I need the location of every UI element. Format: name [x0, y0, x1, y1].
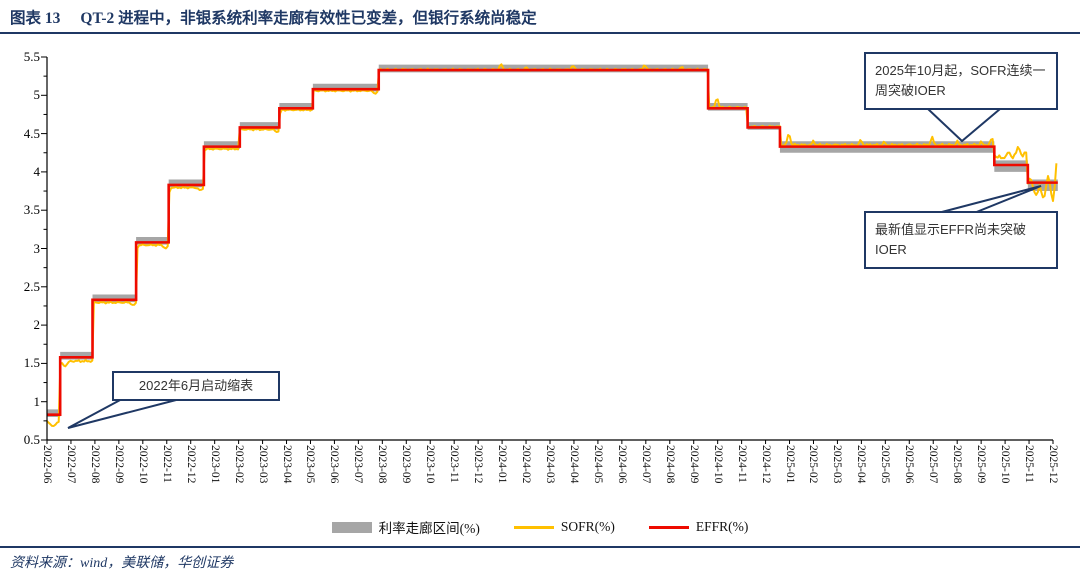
y-tick-label: 4.5 — [23, 125, 40, 141]
x-tick-label: 2024-11 — [735, 445, 748, 483]
x-tick-label: 2025-06 — [903, 445, 916, 484]
x-tick-label: 2023-09 — [400, 445, 413, 484]
x-tick-label: 2022-06 — [41, 445, 53, 484]
x-tick-label: 2022-12 — [184, 445, 197, 484]
chart-legend: 利率走廊区间(%) SOFR(%) EFFR(%) — [0, 517, 1080, 537]
x-tick-label: 2024-03 — [544, 445, 556, 484]
x-tick-label: 2025-05 — [879, 445, 892, 484]
legend-label-corridor: 利率走廊区间(%) — [378, 521, 480, 536]
y-tick-label: 5.5 — [23, 49, 40, 64]
title-divider — [0, 32, 1080, 34]
corridor-band-swatch — [331, 521, 372, 533]
x-tick-label: 2025-09 — [975, 445, 988, 484]
y-tick-label: 2 — [33, 317, 41, 333]
x-tick-label: 2024-02 — [520, 445, 533, 484]
x-tick-label: 2024-10 — [711, 445, 724, 484]
callout-pointer-sofr-break — [925, 108, 1003, 143]
x-tick-label: 2023-06 — [328, 445, 341, 484]
x-tick-label: 2023-08 — [376, 445, 389, 484]
figure-title: QT-2 进程中，非银系统利率走廊有效性已变差，但银行系统尚稳定 — [80, 10, 537, 27]
x-tick-label: 2025-03 — [831, 445, 844, 484]
x-tick-label: 2023-11 — [448, 445, 461, 483]
callout-pointer-qt-start — [67, 398, 181, 429]
x-tick-label: 2025-12 — [1047, 445, 1059, 484]
x-tick-label: 2025-08 — [951, 445, 964, 484]
x-tick-label: 2025-04 — [855, 445, 868, 484]
source-note: 资料来源：wind，美联储，华创证券 — [10, 556, 234, 571]
figure-label: 图表 13 — [10, 10, 61, 27]
y-tick-label: 1 — [33, 393, 41, 409]
x-tick-label: 2023-03 — [256, 445, 269, 484]
x-tick-label: 2023-10 — [424, 445, 437, 484]
x-tick-label: 2022-08 — [88, 445, 101, 484]
effr-line-swatch — [648, 525, 689, 529]
x-tick-label: 2024-09 — [687, 445, 700, 484]
x-tick-label: 2025-07 — [927, 445, 940, 484]
y-tick-label: 0.5 — [23, 432, 40, 447]
legend-label-effr: EFFR(%) — [695, 519, 749, 534]
callout-sofr-break: 2025年10月起，SOFR连续一周突破IOER — [864, 52, 1058, 110]
x-tick-label: 2023-02 — [232, 445, 245, 484]
page-title: 图表 13 QT-2 进程中，非银系统利率走廊有效性已变差，但银行系统尚稳定 — [10, 6, 537, 28]
x-tick-label: 2024-04 — [567, 445, 580, 484]
x-tick-label: 2025-01 — [783, 445, 796, 484]
sofr-line-swatch — [513, 525, 554, 529]
x-tick-label: 2023-07 — [352, 445, 365, 484]
x-tick-label: 2024-06 — [615, 445, 628, 484]
y-tick-label: 3.5 — [23, 202, 40, 218]
x-tick-label: 2022-11 — [160, 445, 173, 483]
y-tick-label: 4 — [33, 163, 41, 179]
x-tick-label: 2022-10 — [136, 445, 149, 484]
y-tick-label: 1.5 — [23, 355, 40, 371]
x-tick-label: 2023-01 — [208, 445, 221, 484]
y-tick-label: 3 — [33, 240, 41, 256]
x-tick-label: 2022-09 — [112, 445, 125, 484]
legend-item-corridor: 利率走廊区间(%) — [331, 517, 480, 537]
x-tick-label: 2024-01 — [496, 445, 509, 484]
x-tick-label: 2025-02 — [807, 445, 820, 484]
callout-effr-hold: 最新值显示EFFR尚未突破IOER — [864, 211, 1058, 269]
x-tick-label: 2024-12 — [759, 445, 772, 484]
x-tick-label: 2025-11 — [1023, 445, 1036, 483]
legend-item-sofr: SOFR(%) — [513, 519, 615, 535]
x-tick-label: 2023-05 — [304, 445, 317, 484]
x-tick-label: 2024-07 — [639, 445, 652, 484]
legend-item-effr: EFFR(%) — [648, 519, 749, 535]
y-tick-label: 2.5 — [23, 278, 40, 294]
callout-pointer-effr-hold — [937, 185, 1042, 214]
y-tick-label: 5 — [33, 87, 41, 103]
x-tick-label: 2023-04 — [280, 445, 293, 484]
footer-divider — [0, 546, 1080, 548]
x-tick-label: 2025-10 — [999, 445, 1012, 484]
x-tick-label: 2024-05 — [591, 445, 604, 484]
callout-qt-start: 2022年6月启动缩表 — [112, 371, 280, 401]
legend-label-sofr: SOFR(%) — [560, 519, 615, 534]
x-tick-label: 2022-07 — [64, 445, 77, 484]
x-tick-label: 2023-12 — [472, 445, 485, 484]
x-tick-label: 2024-08 — [663, 445, 676, 484]
